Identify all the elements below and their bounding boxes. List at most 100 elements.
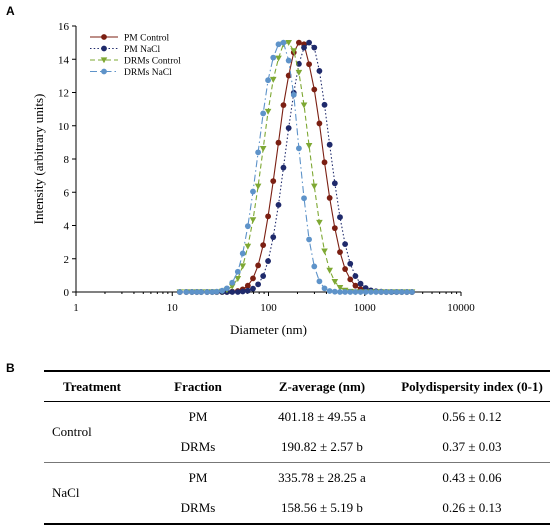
header-polydispersity: Polydispersity index (0-1): [401, 379, 543, 394]
x-tick-label: 10: [167, 302, 179, 314]
data-point: [244, 282, 251, 289]
pdi-cell: 0.43 ± 0.06: [442, 470, 502, 485]
data-point: [254, 183, 262, 190]
data-point: [331, 288, 338, 295]
data-point: [336, 285, 344, 291]
data-point: [264, 108, 272, 115]
data-point: [285, 72, 292, 79]
data-point: [249, 217, 257, 224]
data-point: [321, 159, 328, 166]
data-point: [183, 289, 190, 295]
data-point: [176, 289, 183, 295]
data-point: [269, 76, 277, 83]
data-point: [209, 289, 216, 295]
chart-axes: 1 10 100 1000 10000 0 2 4 6 8 10 12 14 16 Diameter (nm…: [31, 21, 475, 337]
data-point: [295, 69, 303, 76]
data-point: [198, 289, 205, 295]
legend-label: PM Control: [124, 34, 169, 44]
data-point: [255, 262, 262, 269]
data-point: [234, 276, 242, 282]
series-line: [179, 41, 412, 293]
y-tick-label: 2: [64, 254, 70, 266]
data-point: [239, 263, 247, 270]
data-point: [347, 276, 354, 283]
series-drms-nacl: [176, 39, 415, 295]
pdi-cell: 0.56 ± 0.12: [442, 409, 502, 424]
data-point: [224, 285, 230, 292]
data-point: [311, 86, 318, 93]
x-tick-label: 10000: [447, 302, 475, 314]
legend-entry: DRMs Control: [90, 57, 181, 67]
data-point: [239, 288, 246, 295]
data-point: [352, 282, 359, 289]
legend-entry: DRMs NaCl: [90, 68, 172, 78]
data-point: [326, 141, 333, 148]
data-point: [275, 41, 282, 48]
data-point: [331, 279, 339, 285]
z-average-cell: 190.82 ± 2.57 b: [281, 439, 363, 454]
data-point: [331, 225, 338, 232]
legend-marker: [100, 57, 108, 64]
z-average-cell: 401.18 ± 49.55 a: [278, 409, 366, 424]
data-point: [321, 248, 328, 255]
header-treatment: Treatment: [63, 379, 121, 394]
data-point: [275, 55, 282, 62]
data-point: [285, 125, 292, 131]
data-point: [301, 44, 307, 51]
dls-size-distribution-chart: 1 10 100 1000 10000 0 2 4 6 8 10 12 14 16 Diameter (nm…: [31, 21, 475, 337]
header-z-average: Z-average (nm): [278, 379, 366, 394]
data-point: [280, 102, 287, 109]
data-point: [280, 164, 287, 171]
data-point: [326, 195, 333, 201]
treatment-control: Control: [52, 424, 92, 439]
data-point: [337, 289, 343, 295]
data-point: [219, 287, 226, 294]
fraction-cell: PM: [188, 470, 208, 485]
legend-marker: [101, 68, 107, 75]
data-point: [388, 289, 395, 295]
data-point: [250, 275, 256, 282]
data-point: [321, 285, 328, 292]
data-point: [260, 273, 267, 279]
legend-entry: PM NaCl: [90, 45, 161, 55]
data-point: [316, 120, 323, 127]
data-point: [409, 289, 415, 295]
data-point: [234, 289, 241, 295]
y-tick-label: 8: [64, 154, 70, 166]
data-point: [296, 145, 302, 152]
data-point: [403, 289, 410, 295]
data-point: [398, 289, 405, 295]
data-point: [239, 250, 246, 257]
data-point: [326, 288, 333, 294]
y-tick-label: 4: [64, 221, 70, 233]
data-point: [229, 289, 236, 295]
data-point: [367, 289, 374, 295]
fraction-cell: DRMs: [180, 439, 216, 454]
data-point: [342, 289, 349, 295]
panel-label-b: B: [6, 361, 15, 375]
data-point: [193, 289, 200, 295]
series-pm-control: [176, 39, 415, 295]
y-tick-label: 0: [64, 287, 70, 299]
data-point: [250, 188, 256, 195]
legend-label: PM NaCl: [124, 45, 161, 55]
data-point: [373, 289, 379, 295]
results-table: Treatment Fraction Z-average (nm) Polydi…: [44, 370, 550, 525]
data-point: [306, 39, 312, 46]
data-point: [316, 219, 323, 226]
data-point: [337, 214, 343, 221]
data-point: [275, 201, 282, 208]
panel-label-a: A: [6, 4, 15, 18]
data-point: [260, 242, 267, 249]
data-point: [234, 268, 241, 275]
legend-label: DRMs NaCl: [124, 68, 172, 78]
data-point: [311, 263, 318, 270]
legend-marker: [101, 45, 107, 52]
data-point: [357, 289, 364, 295]
legend-entry: PM Control: [90, 34, 169, 44]
data-point: [265, 213, 271, 220]
y-tick-label: 14: [58, 54, 70, 66]
data-point: [285, 57, 292, 64]
data-point: [285, 39, 292, 46]
data-point: [270, 54, 277, 61]
